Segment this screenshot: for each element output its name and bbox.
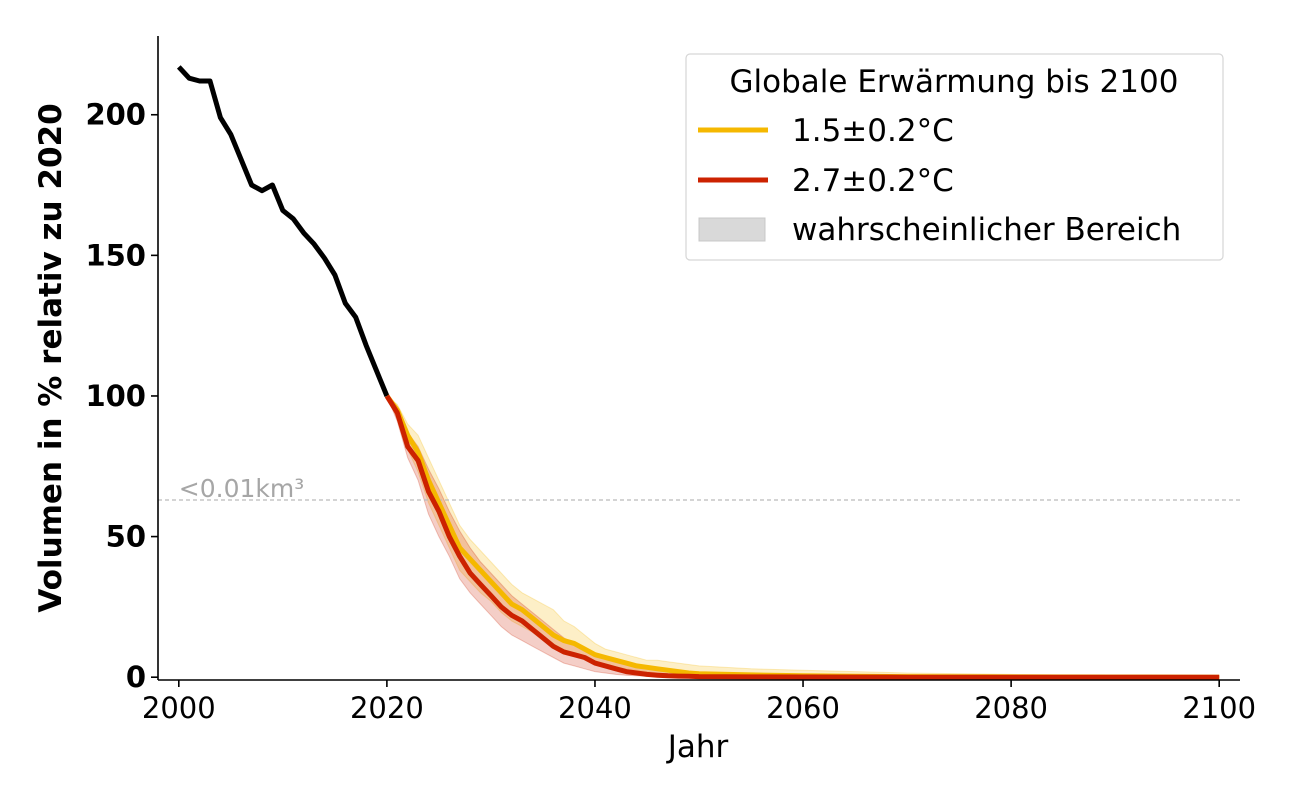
legend-frame	[685, 53, 1224, 261]
series-line-2-7	[384, 394, 1220, 680]
x-tick-label: 2060	[766, 691, 840, 725]
y-tick-label: 0	[126, 660, 146, 694]
x-axis-title: Jahr	[666, 729, 729, 765]
x-tick-label: 2020	[350, 691, 424, 725]
x-ticks: 2000 2020 2040 2060 2080 2100	[142, 680, 1256, 725]
series-lines	[176, 65, 1220, 680]
y-tick-label: 200	[85, 98, 146, 132]
legend-entry-2-7: 2.7±0.2°C	[792, 163, 954, 199]
y-axis-title: Volumen in % relativ zu 2020	[33, 103, 69, 612]
axes: 2000 2020 2040 2060 2080 2100 0 50 100 150 200	[85, 36, 1256, 725]
legend-swatch-range	[698, 217, 766, 242]
legend-title: Globale Erwärmung bis 2100	[730, 64, 1179, 100]
y-tick-label: 50	[106, 520, 146, 554]
x-tick-label: 2100	[1182, 691, 1256, 725]
y-tick-label: 150	[85, 238, 146, 272]
x-tick-label: 2080	[974, 691, 1048, 725]
threshold-label: <0.01km³	[179, 474, 304, 503]
likely-range-bands	[386, 395, 1220, 678]
y-ticks: 0 50 100 150 200	[85, 98, 158, 694]
historical-line	[176, 65, 390, 397]
legend-entry-range: wahrscheinlicher Bereich	[792, 212, 1181, 248]
legend: Globale Erwärmung bis 2100 1.5±0.2°C 2.7…	[685, 53, 1224, 261]
range-band-2-7	[386, 395, 1220, 678]
x-tick-label: 2000	[142, 691, 216, 725]
y-tick-label: 100	[85, 379, 146, 413]
legend-entry-1-5: 1.5±0.2°C	[792, 113, 954, 149]
x-tick-label: 2040	[558, 691, 632, 725]
